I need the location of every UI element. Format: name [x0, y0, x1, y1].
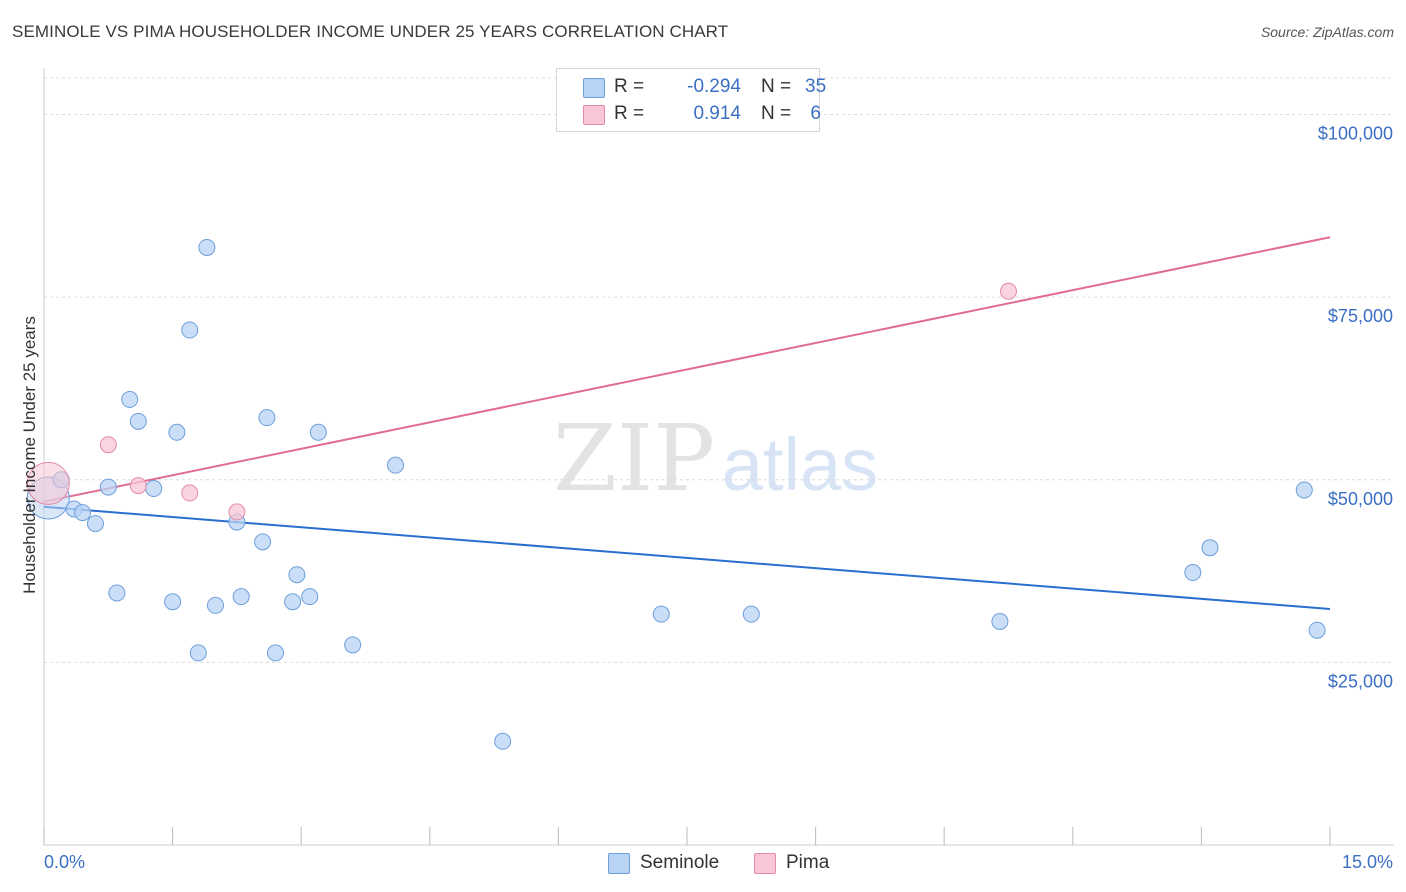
pima-trend-line: [43, 236, 1331, 503]
seminole-point: [232, 588, 250, 606]
watermark-atlas: atlas: [722, 423, 878, 506]
pima-point: [1000, 282, 1017, 300]
pima-point: [26, 461, 70, 505]
x-tick-label-max: 15.0%: [1341, 852, 1393, 872]
seminole-point: [1295, 481, 1313, 499]
watermark-zip: ZIP: [553, 405, 715, 512]
seminole-point: [164, 593, 182, 611]
x-tick-label-min: 0.0%: [44, 852, 86, 872]
legend-n-value: 6: [810, 103, 821, 124]
seminole-point: [74, 504, 92, 522]
legend-n-label: N =: [761, 103, 792, 124]
bottom-legend-pima-label: Pima: [786, 852, 830, 873]
legend-n-label: N =: [761, 76, 792, 97]
pima-point: [99, 436, 117, 454]
seminole-point: [254, 533, 272, 551]
seminole-point: [494, 732, 512, 750]
seminole-point: [652, 605, 670, 623]
y-tick-label: $25,000: [1328, 671, 1393, 691]
seminole-point: [129, 412, 147, 430]
seminole-point: [108, 584, 126, 602]
seminole-point: [121, 390, 139, 408]
seminole-point: [1184, 564, 1202, 582]
seminole-swatch: [608, 853, 630, 874]
legend-r-value: -0.294: [687, 76, 741, 97]
seminole-point: [1201, 539, 1219, 557]
seminole-point: [145, 480, 163, 498]
seminole-point: [301, 588, 319, 606]
legend-r-label: R =: [614, 76, 645, 97]
seminole-point: [284, 593, 302, 611]
pima-point: [129, 477, 147, 495]
correlation-legend: R = -0.294 N = 35 R = 0.914 N = 6: [556, 68, 827, 132]
seminole-point: [258, 409, 276, 427]
bottom-legend-seminole-label: Seminole: [640, 852, 720, 873]
seminole-point: [309, 423, 327, 441]
seminole-point: [198, 238, 216, 256]
seminole-point: [991, 612, 1009, 630]
seminole-point: [86, 515, 104, 533]
seminole-point: [742, 605, 760, 623]
pima-swatch: [583, 105, 605, 125]
legend-n-value: 35: [805, 76, 827, 97]
seminole-point: [206, 596, 224, 614]
seminole-point: [387, 456, 405, 474]
source-credit: Source: ZipAtlas.com: [1260, 24, 1394, 40]
y-axis-label: Householder Income Under 25 years: [20, 316, 39, 594]
legend-r-value: 0.914: [693, 103, 741, 124]
seminole-point: [344, 636, 362, 654]
pima-point: [181, 484, 199, 502]
y-tick-label: $75,000: [1328, 306, 1393, 326]
pima-point: [228, 503, 246, 521]
seminole-point: [181, 321, 199, 339]
seminole-point: [189, 644, 207, 662]
seminole-point: [1308, 621, 1326, 639]
seminole-swatch: [583, 78, 605, 98]
seminole-trend-line: [43, 505, 1331, 611]
seminole-point: [266, 644, 284, 662]
y-tick-label: $50,000: [1328, 489, 1393, 509]
seminole-point: [288, 566, 306, 584]
y-tick-label: $100,000: [1318, 124, 1393, 144]
chart-title: SEMINOLE VS PIMA HOUSEHOLDER INCOME UNDE…: [12, 22, 729, 41]
seminole-point: [99, 478, 117, 496]
seminole-point: [168, 423, 186, 441]
legend-r-label: R =: [614, 103, 645, 124]
pima-swatch: [754, 853, 776, 874]
